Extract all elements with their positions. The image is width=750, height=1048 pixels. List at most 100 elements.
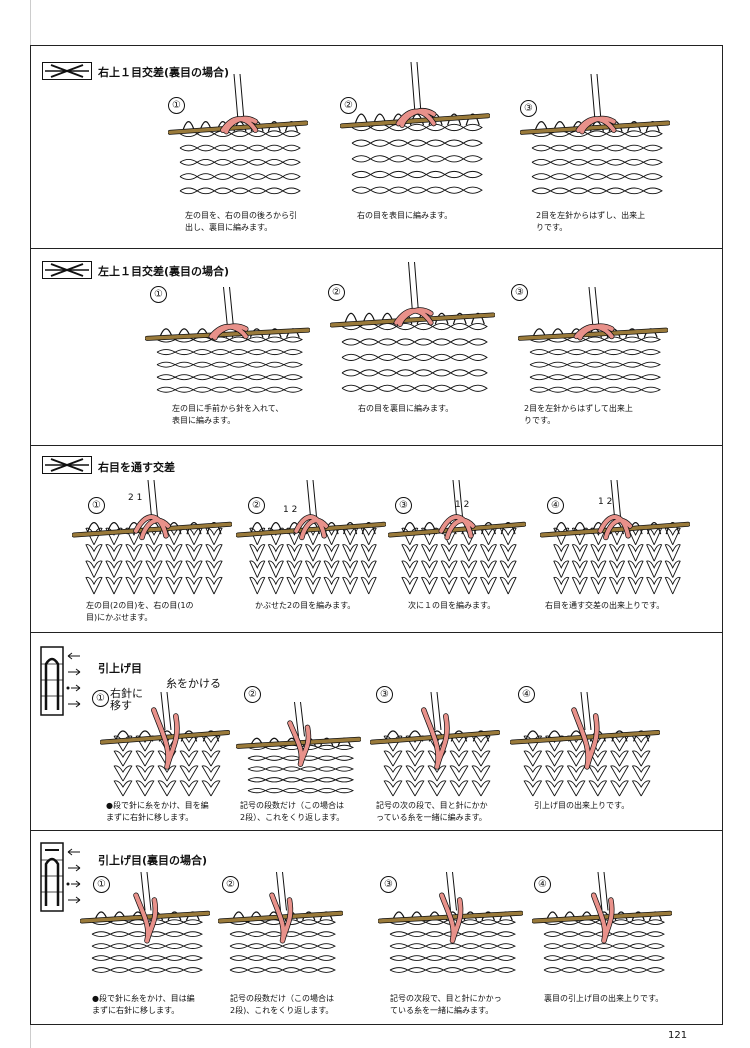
knit-illustration: [144, 285, 311, 404]
stitch-loop: [481, 522, 496, 535]
step-caption: 記号の段数だけ（この場合は 2段)、これをくり返します。: [230, 994, 334, 1015]
knit-illustration: [167, 72, 309, 206]
knit-fabric: [341, 322, 488, 392]
knit-illustration: [235, 478, 387, 602]
step-caption: ●段で針に糸をかけ、目を編 まずに右針に移します。: [106, 801, 209, 822]
knit-illustration: [339, 60, 491, 206]
step-number: ①: [88, 497, 105, 514]
step-number: ④: [547, 497, 564, 514]
highlighted-yarn: [151, 708, 179, 769]
knit-illustration: [217, 870, 344, 984]
highlighted-yarn: [576, 116, 616, 134]
stitch-loop: [452, 312, 467, 325]
stitch-loop: [267, 328, 282, 338]
stitch-loop: [343, 522, 358, 535]
highlighted-yarn: [134, 515, 170, 540]
section-title: 右上１目交差(裏目の場合): [98, 66, 230, 79]
cross-stitch-symbol-icon: [42, 456, 92, 474]
slip-stitch-purl-symbol-icon: [40, 842, 81, 912]
knit-fabric: [85, 527, 223, 595]
step-caption: 引上げ目の出来上りです。: [534, 801, 630, 810]
step-caption: 左の目を、右の目の後ろから引 出し、裏目に編みます。: [185, 211, 297, 232]
section-title: 引上げ目(裏目の場合): [98, 854, 208, 867]
step-caption: 左の目に手前から針を入れて、 表目に編みます。: [172, 404, 284, 425]
highlighted-yarn: [574, 324, 614, 340]
step-number: ③: [395, 497, 412, 514]
yarn-over-annotation: 糸をかける: [166, 677, 221, 690]
knit-illustration: [519, 72, 671, 206]
stitch-loop: [206, 522, 222, 535]
section-divider: [30, 445, 723, 446]
step-number: ④: [534, 876, 551, 893]
section-divider: [30, 248, 723, 249]
step-caption: 記号の段数だけ（この場合は 2段）、これをくり返します。: [240, 801, 345, 822]
highlighted-yarn: [598, 515, 632, 540]
stitch-loop: [627, 121, 642, 132]
highlighted-yarn: [394, 308, 433, 327]
stitch-loop: [647, 522, 662, 535]
step-number: ③: [380, 876, 397, 893]
stitch-loop: [611, 730, 628, 742]
highlighted-yarn: [220, 116, 258, 134]
stitch-loop: [633, 730, 650, 742]
highlighted-yarn: [294, 515, 328, 540]
step-caption: かぶせた2の目を編みます。: [255, 601, 356, 610]
content-frame: [30, 45, 723, 1025]
step-caption: 裏目の引上げ目の出来上りです。: [544, 994, 664, 1003]
knit-illustration: [99, 690, 231, 804]
slip-stitch-symbol-icon: [40, 646, 81, 716]
stitch-loop: [361, 522, 376, 535]
step-caption: 右目を通す交差の出来上りです。: [545, 601, 665, 610]
highlighted-yarn: [591, 893, 614, 943]
stitch-loop: [665, 522, 680, 535]
highlighted-yarn: [396, 108, 436, 128]
stitch-loop: [481, 911, 496, 921]
highlighted-yarn: [421, 708, 449, 769]
knit-fabric: [249, 527, 377, 595]
step-number: ②: [222, 876, 239, 893]
step-caption: 2目を左針からはずし、出来上 りです。: [536, 211, 646, 232]
step-caption: 2目を左針からはずして出来上 りです。: [524, 404, 633, 425]
step-number: ②: [328, 284, 345, 301]
step-number: ②: [248, 497, 265, 514]
step-number: ④: [518, 686, 535, 703]
step-number: ①: [92, 690, 109, 707]
knit-illustration: [387, 478, 527, 602]
section-title: 右目を通す交差: [98, 461, 175, 474]
step-number: ③: [520, 100, 537, 117]
section-title: 引上げ目: [98, 662, 142, 675]
stitch-loop: [186, 522, 202, 535]
knit-fabric: [553, 527, 681, 595]
page-number: 121: [668, 1030, 688, 1041]
stitch-order-label: 1 2: [598, 497, 613, 507]
stitch-loop: [447, 113, 462, 126]
highlighted-yarn: [572, 708, 599, 769]
highlighted-yarn: [209, 324, 248, 340]
knit-fabric: [531, 130, 663, 195]
step-caption: 記号の次段で、目と針にかかっ ている糸を一緒に編みます。: [390, 994, 502, 1015]
knit-illustration: [329, 260, 496, 404]
knit-illustration: [235, 700, 362, 804]
stitch-order-label: 1 2: [455, 500, 470, 510]
knit-illustration: [517, 285, 669, 404]
knit-fabric: [351, 123, 483, 194]
step-number: ①: [93, 876, 110, 893]
step-caption: 左の目(2の目)を、右の目(1の 目)にかぶせます。: [86, 601, 194, 622]
stitch-loop: [465, 113, 480, 126]
step-number: ②: [244, 686, 261, 703]
stitch-loop: [202, 730, 220, 742]
knit-fabric: [156, 336, 303, 393]
step-number: ②: [340, 97, 357, 114]
knit-illustration: [377, 870, 524, 984]
knit-illustration: [531, 870, 673, 984]
step-number: ③: [511, 284, 528, 301]
step-caption: 次に１の目を編みます。: [408, 601, 496, 610]
knit-illustration: [71, 478, 233, 602]
stitch-loop: [472, 730, 490, 742]
knit-illustration: [79, 870, 211, 984]
cross-stitch-symbol-icon: [42, 261, 92, 279]
highlighted-yarn: [134, 893, 158, 943]
section-divider: [30, 632, 723, 633]
stitch-loop: [625, 328, 640, 338]
stitch-order-label: 1 2: [283, 505, 298, 515]
